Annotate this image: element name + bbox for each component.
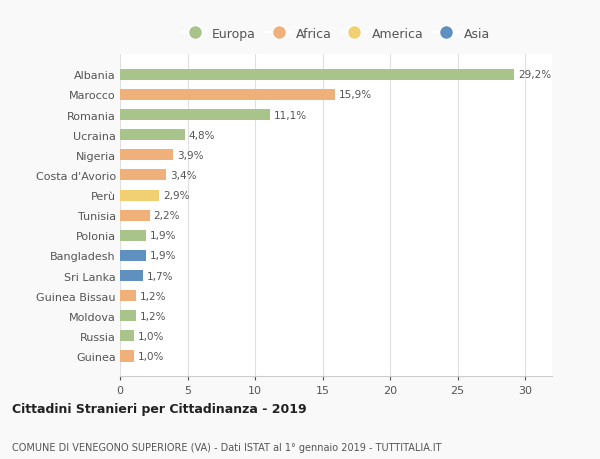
Text: 1,2%: 1,2% bbox=[140, 291, 167, 301]
Text: COMUNE DI VENEGONO SUPERIORE (VA) - Dati ISTAT al 1° gennaio 2019 - TUTTITALIA.I: COMUNE DI VENEGONO SUPERIORE (VA) - Dati… bbox=[12, 442, 442, 452]
Text: 4,8%: 4,8% bbox=[189, 130, 215, 140]
Text: 11,1%: 11,1% bbox=[274, 110, 307, 120]
Bar bbox=[120, 311, 136, 322]
Bar bbox=[120, 190, 159, 201]
Text: Cittadini Stranieri per Cittadinanza - 2019: Cittadini Stranieri per Cittadinanza - 2… bbox=[12, 403, 307, 415]
Text: 15,9%: 15,9% bbox=[338, 90, 372, 100]
Bar bbox=[120, 250, 146, 262]
Bar bbox=[120, 170, 166, 181]
Text: 1,0%: 1,0% bbox=[137, 351, 164, 361]
Bar bbox=[120, 70, 514, 81]
Legend: Europa, Africa, America, Asia: Europa, Africa, America, Asia bbox=[177, 23, 495, 46]
Bar bbox=[120, 130, 185, 141]
Text: 1,9%: 1,9% bbox=[150, 231, 176, 241]
Text: 1,0%: 1,0% bbox=[137, 331, 164, 341]
Bar bbox=[120, 330, 133, 341]
Text: 1,7%: 1,7% bbox=[147, 271, 173, 281]
Text: 2,2%: 2,2% bbox=[154, 211, 180, 221]
Bar bbox=[120, 230, 146, 241]
Bar bbox=[120, 110, 270, 121]
Text: 1,2%: 1,2% bbox=[140, 311, 167, 321]
Bar bbox=[120, 351, 133, 362]
Bar bbox=[120, 90, 335, 101]
Bar bbox=[120, 270, 143, 281]
Text: 29,2%: 29,2% bbox=[518, 70, 551, 80]
Bar bbox=[120, 150, 173, 161]
Text: 3,9%: 3,9% bbox=[176, 151, 203, 161]
Text: 3,4%: 3,4% bbox=[170, 171, 196, 180]
Text: 1,9%: 1,9% bbox=[150, 251, 176, 261]
Bar bbox=[120, 210, 150, 221]
Text: 2,9%: 2,9% bbox=[163, 190, 190, 201]
Bar bbox=[120, 291, 136, 302]
